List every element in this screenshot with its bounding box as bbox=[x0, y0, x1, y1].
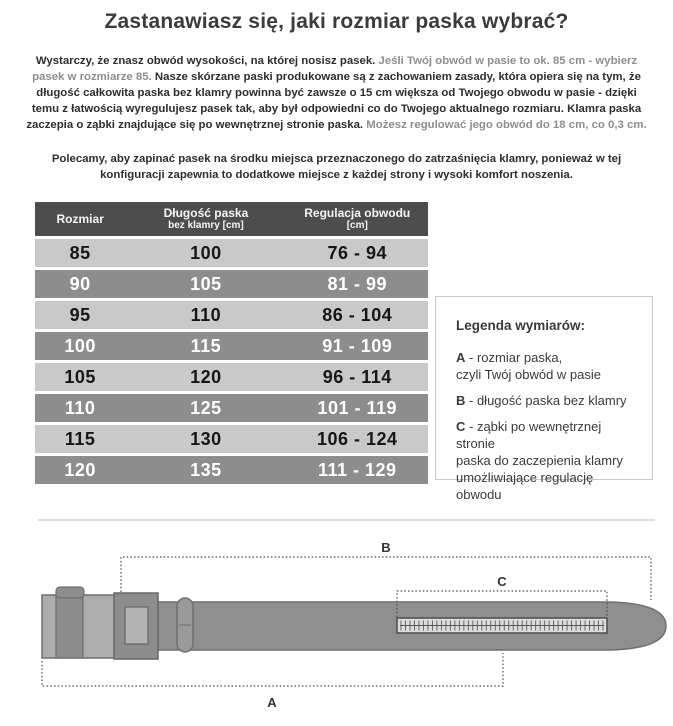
dimension-label-b: B bbox=[381, 540, 390, 555]
cell-adjustment: 86 - 104 bbox=[286, 301, 428, 329]
size-table: Rozmiar Długość paska bez klamry [cm] Re… bbox=[35, 199, 428, 487]
cell-adjustment: 91 - 109 bbox=[286, 332, 428, 360]
belt-diagram: B C A bbox=[41, 540, 667, 710]
cell-adjustment: 96 - 114 bbox=[286, 363, 428, 391]
table-row: 90 105 81 - 99 bbox=[35, 270, 428, 298]
legend-title: Legenda wymiarów: bbox=[456, 318, 586, 333]
table-row: 85 100 76 - 94 bbox=[35, 239, 428, 267]
cell-length: 105 bbox=[125, 270, 287, 298]
col-header-length: Długość paska bez klamry [cm] bbox=[125, 202, 287, 236]
cell-length: 120 bbox=[125, 363, 287, 391]
legend-item-c: C - ząbki po wewnętrznej stronie paska d… bbox=[456, 419, 623, 502]
dimension-bracket-c bbox=[396, 590, 608, 617]
cell-size: 85 bbox=[35, 239, 126, 267]
cell-size: 115 bbox=[35, 425, 126, 453]
cell-size: 105 bbox=[35, 363, 126, 391]
intro-segment-3: Nasze skórzane paski produkowane są z za… bbox=[26, 71, 642, 131]
col-header-size: Rozmiar bbox=[35, 202, 126, 236]
dimension-label-a: A bbox=[267, 695, 277, 710]
cell-adjustment: 106 - 124 bbox=[286, 425, 428, 453]
cell-size: 110 bbox=[35, 394, 126, 422]
dimension-bracket-a bbox=[41, 653, 504, 687]
cell-length: 110 bbox=[125, 301, 287, 329]
cell-length: 100 bbox=[125, 239, 287, 267]
cell-adjustment: 81 - 99 bbox=[286, 270, 428, 298]
dimension-bracket-b bbox=[120, 556, 652, 600]
buckle-clasp-window bbox=[124, 606, 149, 645]
dimension-legend-box: Legenda wymiarów: A - rozmiar paska, czy… bbox=[435, 296, 653, 502]
legend-item-a: A - rozmiar paska, czyli Twój obwód w pa… bbox=[456, 350, 601, 382]
buckle-bar bbox=[55, 594, 84, 659]
intro-segment-2-highlight: Jeśli Twój obwód w pasie to ok. 85 cm - … bbox=[32, 55, 638, 83]
intro-segment-1: Wystarczy, że znasz obwód wysokości, na … bbox=[35, 55, 379, 67]
belt-teeth-ticks bbox=[400, 620, 604, 631]
table-row: 105 120 96 - 114 bbox=[35, 363, 428, 391]
recommendation-paragraph: Polecamy, aby zapinać pasek na środku mi… bbox=[51, 153, 622, 181]
table-row: 120 135 111 - 129 bbox=[35, 456, 428, 484]
section-divider bbox=[38, 519, 655, 521]
dimension-label-c: C bbox=[497, 574, 507, 589]
cell-size: 120 bbox=[35, 456, 126, 484]
table-row: 95 110 86 - 104 bbox=[35, 301, 428, 329]
cell-length: 125 bbox=[125, 394, 287, 422]
buckle-top-tab bbox=[55, 586, 85, 599]
intro-segment-4-highlight: Możesz regulować jego obwód do 18 cm, co… bbox=[366, 119, 647, 131]
legend-item-b: B - długość paska bez klamry bbox=[456, 393, 627, 408]
cell-size: 100 bbox=[35, 332, 126, 360]
table-row: 110 125 101 - 119 bbox=[35, 394, 428, 422]
cell-length: 135 bbox=[125, 456, 287, 484]
cell-size: 90 bbox=[35, 270, 126, 298]
table-row: 115 130 106 - 124 bbox=[35, 425, 428, 453]
cell-length: 115 bbox=[125, 332, 287, 360]
cell-adjustment: 101 - 119 bbox=[286, 394, 428, 422]
size-table-header: Rozmiar Długość paska bez klamry [cm] Re… bbox=[35, 202, 428, 236]
cell-size: 95 bbox=[35, 301, 126, 329]
cell-adjustment: 76 - 94 bbox=[286, 239, 428, 267]
table-row: 100 115 91 - 109 bbox=[35, 332, 428, 360]
page-title: Zastanawiasz się, jaki rozmiar paska wyb… bbox=[104, 10, 569, 33]
cell-length: 130 bbox=[125, 425, 287, 453]
intro-paragraph: Wystarczy, że znasz obwód wysokości, na … bbox=[26, 53, 647, 133]
cell-adjustment: 111 - 129 bbox=[286, 456, 428, 484]
col-header-adjustment: Regulacja obwodu [cm] bbox=[286, 202, 428, 236]
